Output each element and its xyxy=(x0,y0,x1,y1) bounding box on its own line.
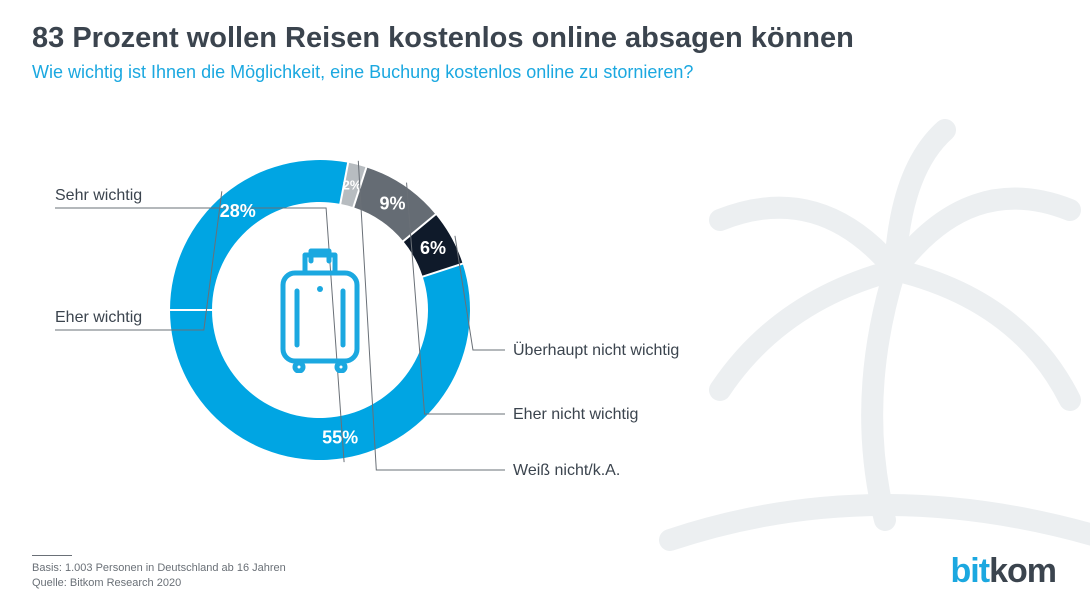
donut-value-sehr_wichtig: 55% xyxy=(322,428,358,448)
footer-divider xyxy=(32,555,72,556)
bitkom-logo: bitkom xyxy=(951,552,1056,591)
donut-chart: 55%Sehr wichtig28%Eher wichtig2%Weiß nic… xyxy=(0,0,1090,613)
suitcase-icon xyxy=(277,247,363,373)
footnote-source: Quelle: Bitkom Research 2020 xyxy=(32,577,181,589)
donut-value-eher_nicht: 9% xyxy=(380,194,406,214)
footnote-basis: Basis: 1.003 Personen in Deutschland ab … xyxy=(32,562,286,574)
infographic-stage: 83 Prozent wollen Reisen kostenlos onlin… xyxy=(0,0,1090,613)
logo-part1: bit xyxy=(951,552,990,590)
donut-value-ueberhaupt_nicht: 6% xyxy=(420,238,446,258)
donut-label-weiss_nicht: Weiß nicht/k.A. xyxy=(513,462,620,479)
donut-label-eher_wichtig: Eher wichtig xyxy=(55,309,142,326)
logo-part2: kom xyxy=(989,552,1056,590)
donut-label-sehr_wichtig: Sehr wichtig xyxy=(55,187,142,204)
donut-label-eher_nicht: Eher nicht wichtig xyxy=(513,406,638,423)
donut-value-eher_wichtig: 28% xyxy=(220,201,256,221)
donut-label-ueberhaupt_nicht: Überhaupt nicht wichtig xyxy=(513,341,679,359)
